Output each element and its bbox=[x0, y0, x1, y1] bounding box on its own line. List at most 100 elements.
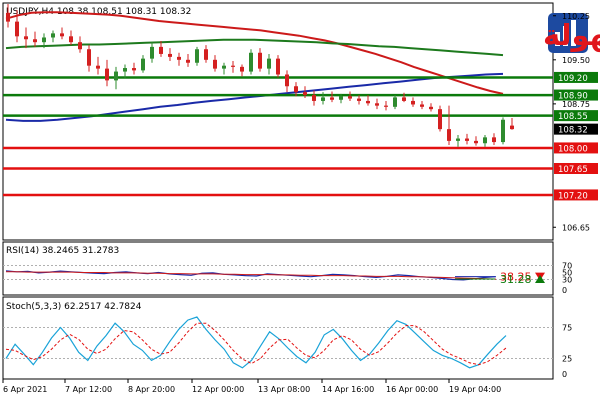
level-label-box bbox=[554, 110, 598, 122]
candle-body bbox=[186, 59, 190, 63]
moving-average-green bbox=[5, 38, 504, 57]
level-label-box bbox=[554, 163, 598, 174]
candle-body bbox=[411, 100, 415, 105]
level-label: 108.32 bbox=[558, 126, 588, 136]
candle-body bbox=[357, 98, 361, 101]
candle-body bbox=[105, 68, 109, 81]
candle-body bbox=[456, 138, 460, 141]
rsi-marker-label: 31.28 bbox=[500, 273, 532, 286]
level-label: 109.20 bbox=[558, 74, 588, 84]
level-label-box bbox=[554, 189, 598, 201]
level-label-box bbox=[554, 123, 598, 135]
candle-body bbox=[267, 58, 271, 69]
price-plot-area bbox=[3, 4, 553, 197]
candle-body bbox=[159, 46, 163, 54]
price-axis: 110.25 109.50 108.75 106.65 109.20 108.90 108.… bbox=[553, 12, 598, 232]
level-label: 108.55 bbox=[558, 112, 588, 122]
candle-body bbox=[69, 36, 73, 43]
candle-body bbox=[168, 53, 172, 57]
stoch-tick-label: 75 bbox=[562, 324, 572, 333]
level-label-box bbox=[554, 89, 598, 101]
candle-body bbox=[258, 52, 262, 69]
rsi-marker-label: 38.25 bbox=[500, 271, 532, 284]
time-tick-label: 13 Apr 08:00 bbox=[258, 385, 310, 394]
candle-body bbox=[294, 86, 298, 93]
candle-body bbox=[510, 125, 514, 130]
moving-average-red bbox=[5, 11, 504, 95]
y-tick-label: 106.65 bbox=[562, 223, 590, 232]
candle-body bbox=[51, 33, 55, 38]
time-axis: 6 Apr 2021 7 Apr 12:00 8 Apr 20:00 12 Apr 0… bbox=[2, 379, 501, 394]
rsi-tick-label: 50 bbox=[562, 269, 572, 278]
candle-body bbox=[42, 37, 46, 43]
stoch-plot-area: 75 25 0 bbox=[3, 316, 572, 379]
candle-body bbox=[429, 106, 433, 110]
candle-body bbox=[474, 140, 478, 144]
stoch-tick-label: 0 bbox=[562, 370, 567, 379]
time-tick-label: 12 Apr 00:00 bbox=[192, 385, 244, 394]
y-tick-label: 110.25 bbox=[562, 12, 590, 21]
arrow-up-icon bbox=[535, 275, 545, 284]
level-label-box bbox=[554, 71, 598, 83]
candle-body bbox=[222, 65, 226, 69]
candle-body bbox=[114, 71, 118, 81]
candle-body bbox=[285, 74, 289, 87]
candle-body bbox=[240, 66, 244, 72]
time-tick-label: 16 Apr 00:00 bbox=[386, 385, 438, 394]
candle-body bbox=[141, 58, 145, 71]
stoch-main-line bbox=[5, 316, 507, 369]
candle-body bbox=[15, 21, 19, 37]
candle-body bbox=[24, 36, 28, 40]
candle-body bbox=[177, 56, 181, 60]
level-label-box bbox=[554, 142, 598, 154]
candle-body bbox=[213, 59, 217, 69]
stoch-title: Stoch(5,3,3) 62.2517 42.7824 bbox=[6, 302, 142, 312]
candle-body bbox=[123, 68, 127, 72]
candle-body bbox=[276, 58, 280, 75]
time-tick-label: 19 Apr 04:00 bbox=[449, 385, 501, 394]
candle-body bbox=[132, 68, 136, 71]
candle-body bbox=[501, 119, 505, 143]
candle-body bbox=[339, 96, 343, 100]
candle-body bbox=[348, 96, 352, 99]
rsi-signal-line bbox=[6, 271, 497, 280]
rsi-tick-label: 0 bbox=[562, 286, 567, 295]
candle-body bbox=[465, 138, 469, 141]
price-panel bbox=[2, 2, 554, 241]
candle-body bbox=[438, 109, 442, 130]
chart-title: USDJPY,H4 108.38 108.51 108.31 108.32 bbox=[6, 7, 191, 17]
rsi-panel bbox=[2, 241, 554, 296]
candle-body bbox=[483, 137, 487, 144]
stoch-tick-label: 25 bbox=[562, 355, 572, 364]
candle-body bbox=[420, 104, 424, 107]
time-tick-label: 7 Apr 12:00 bbox=[65, 385, 112, 394]
candle-body bbox=[393, 97, 397, 107]
y-tick-label: 109.50 bbox=[562, 56, 590, 65]
stoch-signal-line bbox=[5, 322, 507, 366]
candle-body bbox=[375, 103, 379, 106]
candle-body bbox=[231, 65, 235, 67]
time-tick-label: 6 Apr 2021 bbox=[3, 385, 47, 394]
candle-body bbox=[150, 46, 154, 59]
time-tick-label: 14 Apr 16:00 bbox=[322, 385, 374, 394]
candle-body bbox=[366, 100, 370, 104]
candle-body bbox=[384, 105, 388, 107]
logo-text: التداول بسهولة bbox=[543, 18, 600, 52]
rsi-tick-label: 30 bbox=[562, 276, 572, 285]
level-label: 107.65 bbox=[558, 165, 588, 175]
candle-body bbox=[321, 97, 325, 101]
candle-body bbox=[330, 97, 334, 100]
candle-body bbox=[204, 49, 208, 60]
candle-body bbox=[195, 49, 199, 63]
brand-logo: التداول بسهولة bbox=[543, 13, 600, 53]
rsi-tick-label: 70 bbox=[562, 262, 572, 271]
candle-body bbox=[60, 33, 64, 37]
candle-body bbox=[78, 42, 82, 50]
candle-body bbox=[312, 95, 316, 101]
candle-body bbox=[249, 52, 253, 72]
candle-body bbox=[447, 129, 451, 141]
time-tick-label: 8 Apr 20:00 bbox=[128, 385, 175, 394]
level-label: 108.90 bbox=[558, 92, 588, 102]
